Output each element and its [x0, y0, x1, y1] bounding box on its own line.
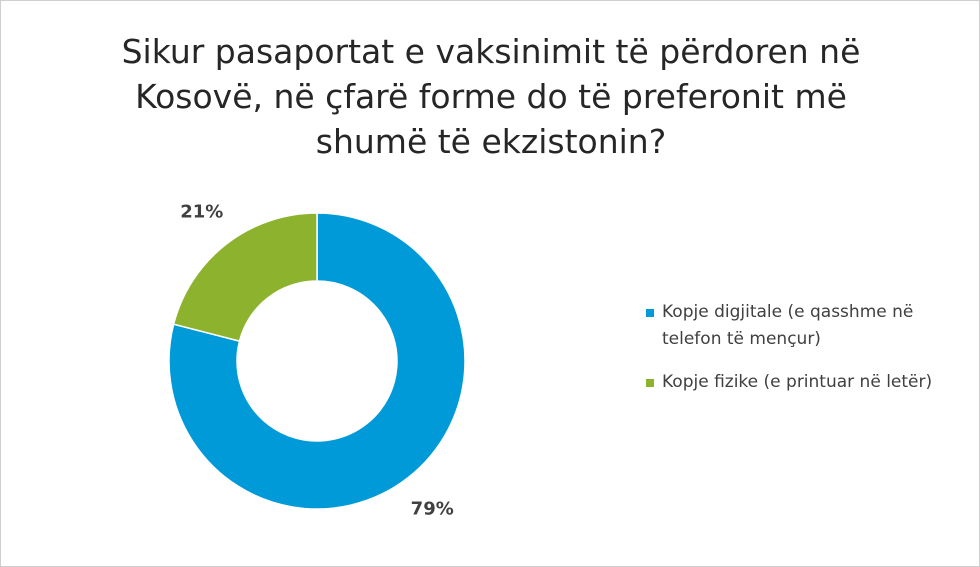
legend-label: Kopje fizike (e printuar në letër) — [662, 372, 933, 392]
data-label: 21% — [180, 201, 223, 222]
data-label: 79% — [411, 499, 454, 520]
legend: Kopje digjitale (e qasshme në telefon të… — [646, 299, 966, 412]
legend-entry: Kopje fizike (e printuar në letër) — [646, 369, 966, 396]
donut-slice — [168, 212, 466, 510]
legend-swatch — [646, 309, 654, 317]
legend-swatch — [646, 379, 654, 387]
chart-title: Sikur pasaportat e vaksinimit të përdore… — [121, 32, 861, 161]
legend-entry: Kopje digjitale (e qasshme në telefon të… — [646, 299, 966, 353]
legend-label: Kopje digjitale (e qasshme në telefon të… — [662, 302, 914, 349]
donut-slice — [172, 212, 318, 343]
